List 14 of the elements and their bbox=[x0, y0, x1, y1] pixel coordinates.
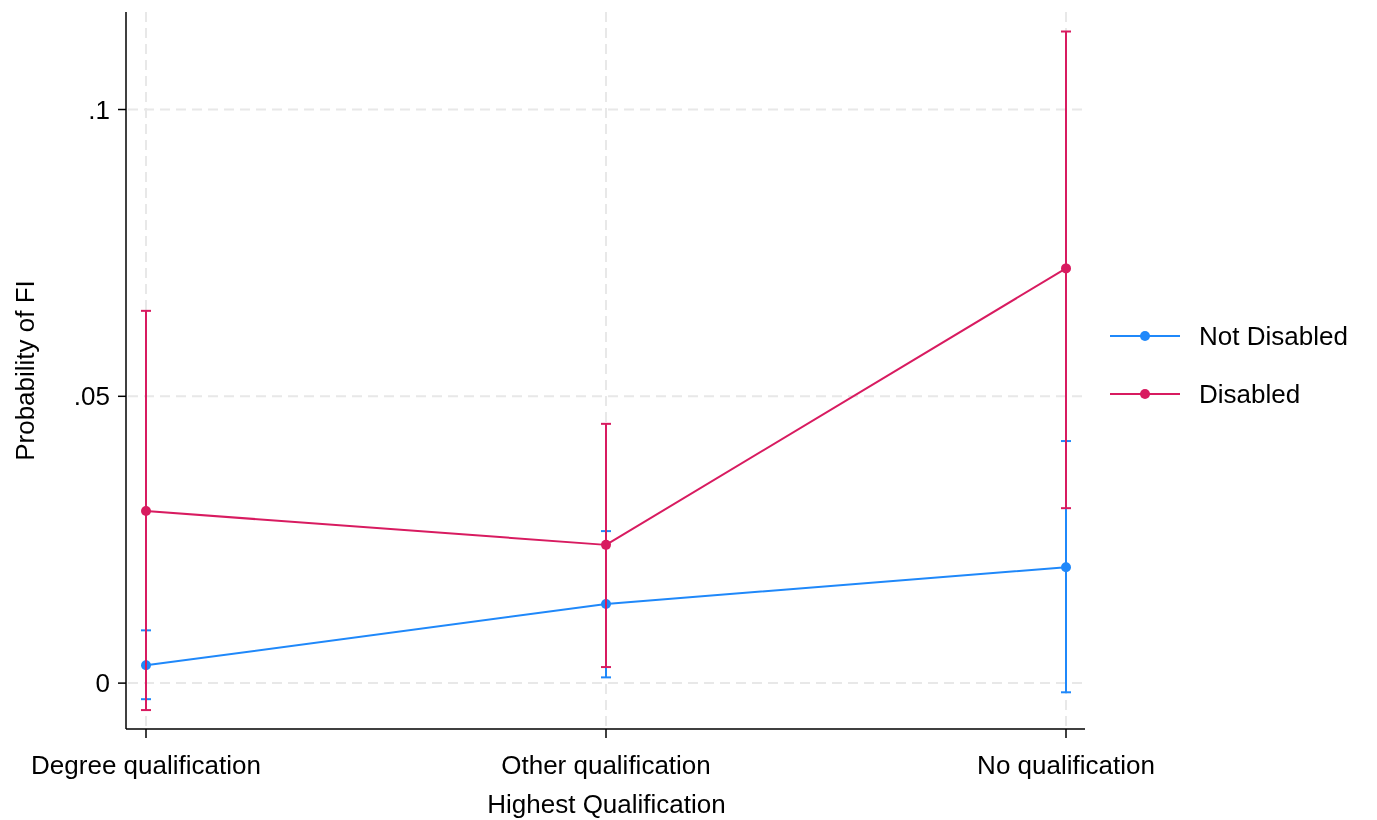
legend-label: Disabled bbox=[1199, 379, 1301, 410]
y-tick-label: 0 bbox=[95, 668, 110, 699]
y-tick-label: .05 bbox=[73, 381, 110, 412]
point bbox=[1061, 263, 1071, 274]
x-tick-label: Other qualification bbox=[501, 750, 711, 780]
x-tick-label: Degree qualification bbox=[31, 750, 261, 780]
legend-label: Not Disabled bbox=[1199, 321, 1348, 352]
x-tick-label: No qualification bbox=[977, 750, 1155, 780]
point bbox=[601, 539, 611, 550]
y-tick-label: .1 bbox=[88, 94, 110, 125]
x-axis-title: Highest Qualification bbox=[487, 789, 726, 819]
point bbox=[141, 506, 151, 517]
y-axis-title: Probability of FI bbox=[10, 280, 40, 461]
point bbox=[1061, 562, 1071, 573]
